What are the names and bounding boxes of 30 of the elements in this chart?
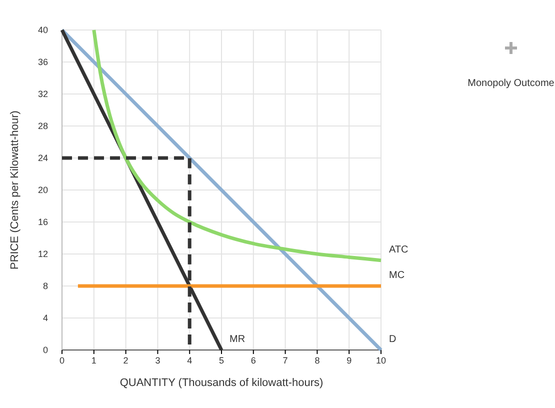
y-tick-label: 12	[38, 248, 48, 259]
x-tick-label: 8	[314, 355, 320, 366]
x-tick-label: 5	[218, 355, 224, 366]
y-tick-label: 28	[38, 120, 48, 131]
series-label: MR	[230, 334, 246, 345]
y-tick-label: 36	[38, 56, 48, 67]
y-axis-title: PRICE (Cents per Kilowatt-hour)	[9, 110, 21, 270]
y-tick-label: 40	[38, 24, 48, 35]
y-tick-label: 0	[42, 344, 48, 355]
x-tick-label: 6	[250, 355, 256, 366]
x-tick-label: 9	[346, 355, 352, 366]
x-axis-title: QUANTITY (Thousands of kilowatt-hours)	[120, 377, 324, 389]
x-tick-label: 10	[376, 355, 386, 366]
series-label: D	[389, 334, 396, 345]
y-tick-label: 8	[42, 280, 48, 291]
y-tick-label: 32	[38, 88, 48, 99]
series-label: ATC	[389, 244, 408, 256]
x-tick-label: 0	[59, 355, 65, 366]
y-tick-label: 16	[38, 216, 48, 227]
y-tick-label: 20	[38, 184, 48, 195]
series-label: MC	[389, 270, 405, 281]
text: Monopoly Outcome	[468, 78, 555, 89]
x-tick-label: 1	[91, 355, 96, 366]
x-tick-label: 2	[123, 355, 128, 366]
line-series	[92, 28, 383, 262]
x-tick-label: 4	[187, 355, 192, 366]
x-tick-label: 7	[282, 355, 288, 366]
x-tick-label: 3	[155, 355, 160, 366]
y-tick-label: 4	[42, 312, 48, 323]
y-tick-label: 24	[38, 152, 48, 163]
